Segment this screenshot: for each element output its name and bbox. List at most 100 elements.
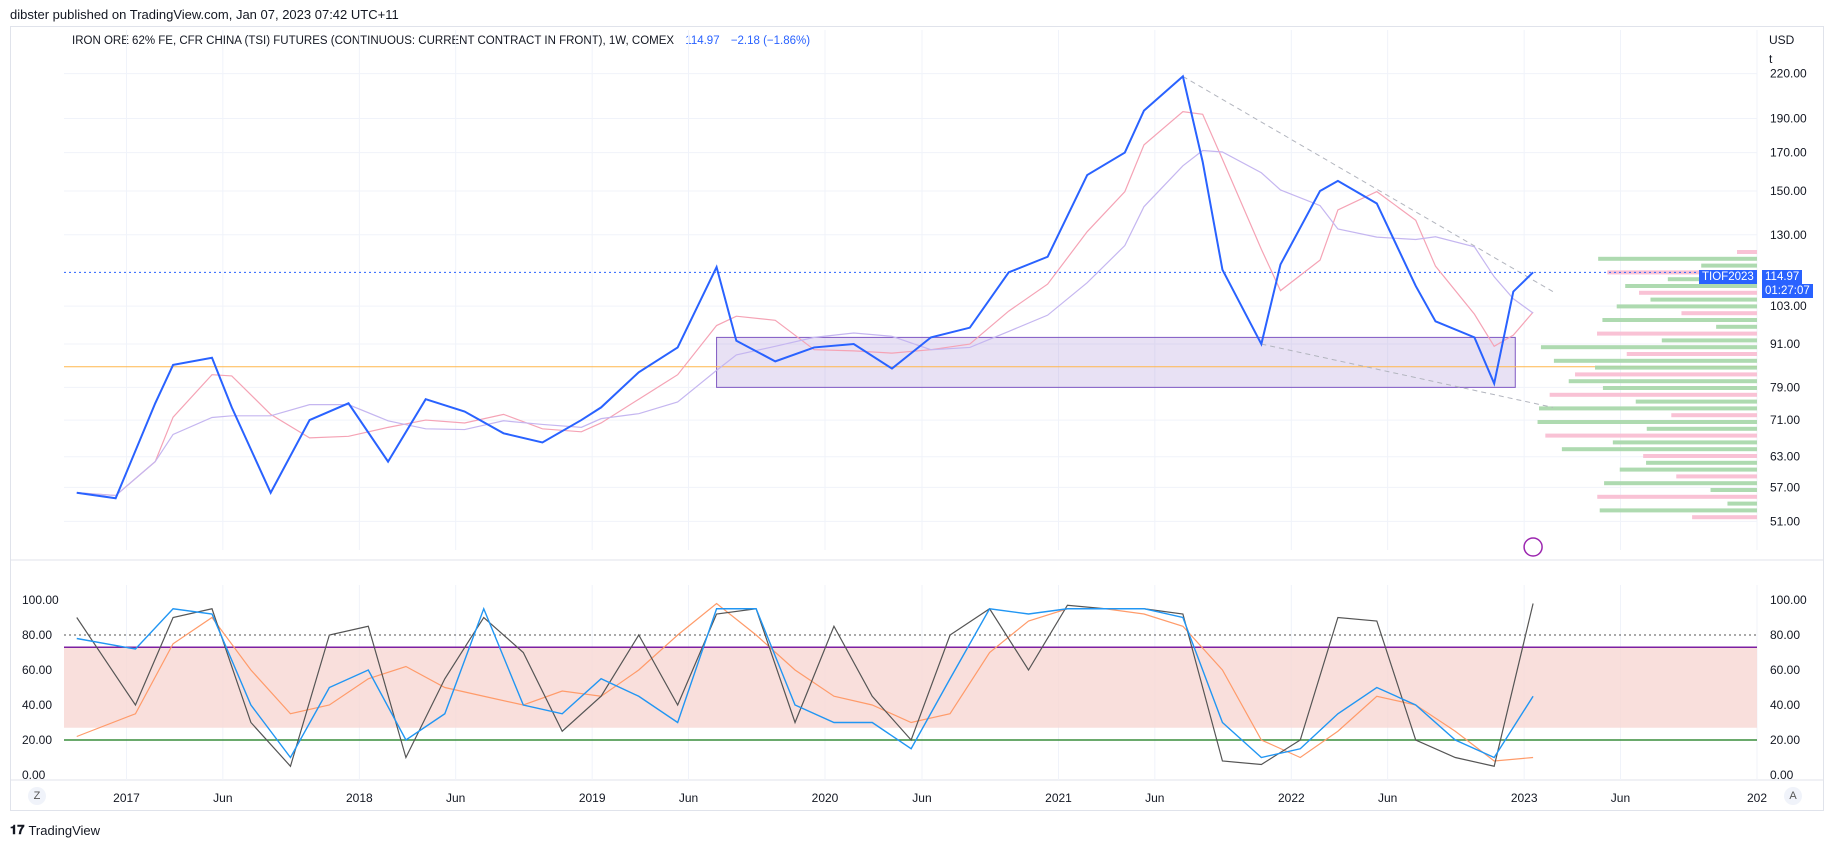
- price-tick-label: 190.00: [1770, 112, 1807, 126]
- price-tick-label: 91.00: [1770, 337, 1800, 351]
- trendline-upper: [1182, 75, 1554, 293]
- osc-right-tick: 100.00: [1770, 593, 1807, 607]
- time-tick-label: Jun: [1611, 791, 1630, 805]
- volume-profile-bar: [1612, 440, 1757, 445]
- volume-profile-bar: [1676, 474, 1757, 479]
- volume-profile-bar: [1575, 372, 1757, 377]
- osc-left-tick: 80.00: [22, 628, 52, 642]
- volume-profile-bar: [1671, 413, 1757, 418]
- osc-left-tick: 20.00: [22, 733, 52, 747]
- osc-left-tick: 40.00: [22, 698, 52, 712]
- price-tag-value: 114.97: [1762, 270, 1803, 284]
- price-tick-label: 220.00: [1770, 67, 1807, 81]
- price-tick-label: 63.00: [1770, 450, 1800, 464]
- volume-profile-bar: [1619, 467, 1757, 472]
- unit-label: t: [1769, 52, 1773, 66]
- volume-profile-bar: [1639, 290, 1757, 295]
- published-header: dibster published on TradingView.com, Ja…: [10, 7, 399, 22]
- osc-right-tick: 0.00: [1770, 768, 1794, 782]
- footer: 𝟏𝟕 TradingView: [10, 822, 100, 838]
- price-tick-label: 57.00: [1770, 480, 1800, 494]
- ma-fast-line: [76, 110, 1534, 497]
- volume-profile-bar: [1602, 386, 1757, 390]
- trendline-lower: [1261, 343, 1553, 408]
- volume-profile-bar: [1737, 250, 1757, 254]
- volume-profile-bar: [1597, 331, 1757, 336]
- time-tick-label: 2021: [1045, 791, 1072, 805]
- volume-profile-bar: [1681, 311, 1757, 316]
- tradingview-logo-icon: 𝟏𝟕: [10, 822, 25, 837]
- osc-right-tick: 40.00: [1770, 698, 1800, 712]
- time-tick-label: Jun: [1145, 791, 1164, 805]
- price-tag-ticker: TIOF2023: [1699, 270, 1757, 284]
- volume-profile-bar: [1599, 508, 1757, 513]
- volume-profile-bar: [1607, 270, 1757, 275]
- volume-profile-bar: [1692, 515, 1757, 520]
- volume-profile-bar: [1626, 352, 1757, 356]
- osc-left-tick: 100.00: [22, 593, 59, 607]
- volume-profile-bar: [1540, 345, 1757, 350]
- time-tick-label: 2020: [812, 791, 839, 805]
- time-tick-label: Jun: [1378, 791, 1397, 805]
- volume-profile-bar: [1561, 447, 1757, 452]
- currency-label: USD: [1769, 33, 1795, 47]
- time-tick-label: 2022: [1278, 791, 1305, 805]
- volume-profile-bar: [1539, 406, 1757, 411]
- osc-right-tick: 80.00: [1770, 628, 1800, 642]
- price-tick-label: 130.00: [1770, 228, 1807, 242]
- osc-right-tick: 20.00: [1770, 733, 1800, 747]
- volume-profile-bar: [1661, 338, 1757, 343]
- osc-right-tick: 60.00: [1770, 663, 1800, 677]
- volume-profile-bar: [1602, 318, 1757, 322]
- price-tick-label: 51.00: [1770, 514, 1800, 528]
- auto-scale-button-right[interactable]: A: [1784, 787, 1802, 805]
- stoch-alt-line: [76, 603, 1534, 768]
- lightning-icon: [1523, 537, 1543, 557]
- time-tick-label: Jun: [912, 791, 931, 805]
- volume-profile-bar: [1616, 304, 1757, 309]
- legend-change: −2.18 (−1.86%): [730, 35, 811, 47]
- volume-profile-bar: [1701, 263, 1757, 268]
- osc-left-tick: 0.00: [22, 768, 46, 782]
- time-tick-label: 2018: [346, 791, 373, 805]
- time-tick-label: Jun: [213, 791, 232, 805]
- auto-scale-button-left[interactable]: Z: [28, 787, 46, 805]
- time-tick-label: 202: [1747, 791, 1767, 805]
- time-tick-label: 2017: [113, 791, 140, 805]
- volume-profile-bar: [1595, 365, 1757, 370]
- volume-profile-bar: [1635, 399, 1757, 404]
- time-tick-label: 2023: [1511, 791, 1538, 805]
- legend-last-price: 114.97: [685, 35, 720, 47]
- price-tick-label: 103.00: [1770, 299, 1807, 313]
- time-tick-label: Jun: [679, 791, 698, 805]
- price-tick-label: 79.00: [1770, 380, 1800, 394]
- volume-profile-bar: [1549, 392, 1757, 397]
- volume-profile-bar: [1646, 460, 1757, 465]
- price-tag-countdown: 01:27:07: [1762, 284, 1813, 298]
- price-tick-label: 71.00: [1770, 413, 1800, 427]
- volume-profile-bar: [1727, 501, 1757, 506]
- volume-profile-bar: [1537, 420, 1757, 424]
- price-tick-label: 150.00: [1770, 184, 1807, 198]
- volume-profile-bar: [1625, 284, 1757, 288]
- price-tick-label: 170.00: [1770, 146, 1807, 160]
- time-tick-label: Jun: [446, 791, 465, 805]
- chart-frame: [10, 26, 1824, 811]
- volume-profile-bar: [1643, 454, 1757, 458]
- volume-profile-bar: [1553, 358, 1757, 363]
- range-box: [716, 336, 1516, 388]
- ma-slow-line: [76, 149, 1534, 497]
- time-tick-label: 2019: [579, 791, 606, 805]
- stoch-d-line: [76, 602, 1534, 762]
- price-line: [76, 74, 1534, 500]
- volume-profile-bar: [1568, 379, 1757, 384]
- stoch-k-line: [76, 606, 1534, 759]
- osc-left-tick: 60.00: [22, 663, 52, 677]
- volume-profile-bar: [1646, 426, 1757, 431]
- volume-profile-bar: [1598, 256, 1757, 261]
- footer-brand: TradingView: [28, 822, 101, 838]
- volume-profile-bar: [1650, 297, 1757, 302]
- volume-profile-bar: [1716, 324, 1757, 329]
- volume-profile-bar: [1604, 481, 1757, 486]
